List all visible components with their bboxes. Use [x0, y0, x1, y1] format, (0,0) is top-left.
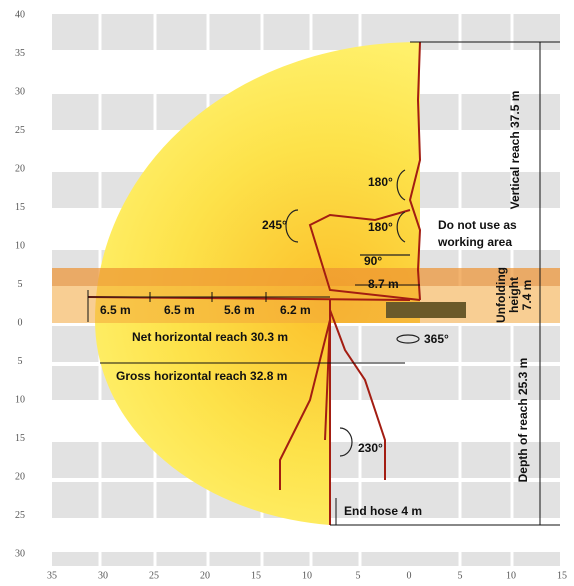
dimension-label: Gross horizontal reach 32.8 m	[116, 369, 287, 383]
unfolding-band	[52, 268, 560, 323]
x-axis-label: 15	[557, 570, 567, 581]
dimension-label: 6.2 m	[280, 303, 311, 317]
y-axis-label: 0	[18, 317, 23, 328]
x-axis-label: 10	[506, 570, 516, 581]
dimension-label: Depth of reach 25.3 m	[516, 358, 530, 483]
dimension-label: Vertical reach 37.5 m	[508, 91, 522, 210]
y-axis-label: 10	[15, 394, 25, 405]
y-axis-label: 20	[15, 163, 25, 174]
truck	[386, 302, 466, 318]
note: Do not use as	[438, 218, 517, 232]
x-axis-labels: 35 30 25 20 15 10 5 0 5 10 15	[47, 570, 567, 581]
y-axis-label: 25	[15, 125, 25, 136]
band-shade	[52, 268, 560, 286]
dimension-label: Net horizontal reach 30.3 m	[132, 330, 288, 344]
dimension-label: 6.5 m	[164, 303, 195, 317]
dimension-label: 7.4 m	[520, 280, 534, 311]
x-axis-label: 15	[251, 570, 261, 581]
dimension-label: Unfolding	[494, 267, 508, 323]
angle-label: 90°	[364, 254, 382, 268]
x-axis-label: 25	[149, 570, 159, 581]
dimension-label: End hose 4 m	[344, 504, 422, 518]
y-axis-label: 30	[15, 86, 25, 97]
y-axis-label: 5	[18, 279, 23, 290]
y-axis-label: 20	[15, 471, 25, 482]
dimension-label: 5.6 m	[224, 303, 255, 317]
angle-label: 230°	[358, 441, 383, 455]
y-axis-label: 30	[15, 548, 25, 559]
y-axis-label: 25	[15, 510, 25, 521]
x-axis-label: 35	[47, 570, 57, 581]
y-axis-label: 5	[18, 356, 23, 367]
angle-label: 365°	[424, 332, 449, 346]
y-axis-label: 10	[15, 240, 25, 251]
x-axis-label: 0	[407, 570, 412, 581]
y-axis-label: 15	[15, 433, 25, 444]
dimension-label: 8.7 m	[368, 277, 399, 291]
y-axis-label: 35	[15, 48, 25, 59]
dimension-label: 6.5 m	[100, 303, 131, 317]
angle-arcs	[285, 169, 420, 457]
note: working area	[437, 235, 512, 249]
y-axis-label: 15	[15, 202, 25, 213]
angle-label: 245°	[262, 218, 287, 232]
dimension-lines	[87, 41, 560, 526]
angle-label: 180°	[368, 220, 393, 234]
x-axis-label: 5	[356, 570, 361, 581]
x-axis-label: 5	[458, 570, 463, 581]
angle-label: 180°	[368, 175, 393, 189]
y-axis-label: 40	[15, 9, 25, 20]
x-axis-label: 30	[98, 570, 108, 581]
y-axis-labels: 40 35 30 25 20 15 10 5 0 5 10 15 20 25 30	[15, 9, 25, 559]
dimension-label: height	[507, 277, 521, 313]
x-axis-label: 20	[200, 570, 210, 581]
x-axis-label: 10	[302, 570, 312, 581]
